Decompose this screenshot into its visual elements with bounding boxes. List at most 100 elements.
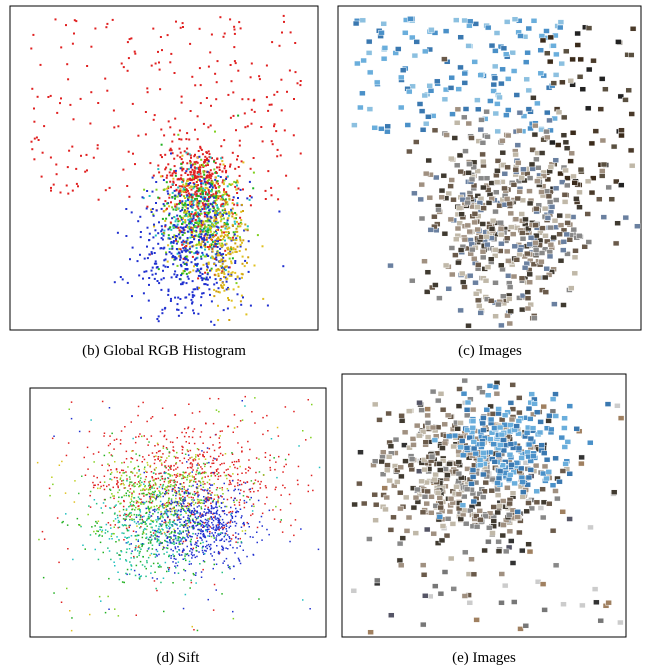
- dot: [213, 231, 216, 234]
- dot: [221, 462, 223, 465]
- dot: [65, 184, 68, 187]
- dot: [115, 468, 118, 470]
- dot: [180, 138, 183, 141]
- dot: [58, 464, 61, 466]
- dot: [268, 509, 271, 512]
- dot: [157, 458, 159, 460]
- dot: [174, 546, 176, 548]
- dot: [233, 180, 236, 183]
- dot: [136, 483, 139, 485]
- thumbnail: [447, 85, 455, 91]
- dot: [191, 296, 194, 299]
- dot: [231, 207, 234, 210]
- dot: [181, 505, 183, 507]
- dot: [145, 507, 147, 510]
- dot: [221, 281, 224, 284]
- dot: [151, 416, 154, 418]
- dot: [236, 202, 239, 205]
- dot: [180, 510, 182, 513]
- dot: [160, 525, 163, 527]
- thumbnail: [423, 526, 431, 533]
- dot: [165, 166, 168, 169]
- thumbnail: [524, 250, 531, 257]
- dot: [204, 549, 206, 552]
- dot: [184, 188, 187, 191]
- dot: [197, 495, 199, 498]
- dot: [152, 493, 154, 496]
- dot: [185, 489, 187, 492]
- dot: [233, 306, 236, 309]
- dot: [239, 236, 241, 239]
- dot: [70, 401, 73, 403]
- dot: [199, 223, 202, 226]
- dot: [149, 497, 151, 499]
- dot: [160, 493, 162, 495]
- thumbnail: [503, 196, 511, 202]
- dot: [226, 477, 228, 480]
- dot: [217, 268, 220, 271]
- dot: [129, 561, 131, 563]
- dot: [176, 539, 178, 542]
- dot: [235, 250, 238, 253]
- thumbnail: [524, 49, 531, 56]
- dot: [166, 448, 169, 450]
- dot: [207, 202, 210, 205]
- dot: [182, 471, 184, 473]
- dot: [214, 278, 217, 281]
- dot: [244, 223, 247, 226]
- dot: [225, 265, 228, 268]
- thumbnail: [441, 96, 449, 103]
- dot: [151, 485, 154, 488]
- dot: [229, 253, 232, 256]
- thumbnail: [528, 161, 536, 168]
- dot: [202, 203, 205, 206]
- dot: [157, 494, 159, 496]
- dot: [213, 215, 216, 217]
- dot: [182, 178, 185, 181]
- dot: [114, 524, 116, 526]
- dot: [200, 187, 203, 190]
- dot: [175, 207, 178, 210]
- dot: [307, 490, 309, 493]
- dot: [146, 91, 149, 94]
- dot: [131, 496, 133, 498]
- dot: [194, 502, 197, 504]
- dot: [179, 514, 181, 516]
- dot: [210, 300, 213, 303]
- dot: [164, 472, 166, 475]
- thumbnail: [562, 167, 569, 174]
- dot: [171, 191, 174, 194]
- dot: [165, 547, 168, 549]
- dot: [179, 215, 181, 218]
- thumbnail: [618, 132, 625, 139]
- dot: [171, 525, 174, 527]
- dot: [232, 288, 235, 291]
- dot: [91, 526, 93, 528]
- dot: [84, 170, 87, 173]
- dot: [186, 237, 189, 239]
- dot: [175, 476, 177, 478]
- dot: [119, 471, 121, 474]
- dot: [182, 26, 184, 28]
- dot: [218, 523, 221, 525]
- dot: [199, 436, 202, 438]
- dot: [173, 485, 175, 487]
- dot: [185, 240, 188, 243]
- dot: [213, 483, 215, 485]
- dot: [183, 579, 185, 581]
- dot: [198, 233, 200, 236]
- dot: [189, 466, 192, 469]
- dot: [194, 219, 197, 221]
- thumbnail: [501, 582, 509, 589]
- dot: [207, 498, 209, 500]
- dot: [199, 102, 202, 105]
- dot: [196, 161, 199, 164]
- dot: [159, 154, 162, 157]
- thumbnail: [597, 106, 605, 112]
- dot: [163, 531, 166, 534]
- dot: [193, 163, 196, 166]
- dot: [167, 465, 170, 467]
- dot: [202, 515, 204, 517]
- dot: [225, 169, 228, 172]
- dot: [243, 521, 245, 524]
